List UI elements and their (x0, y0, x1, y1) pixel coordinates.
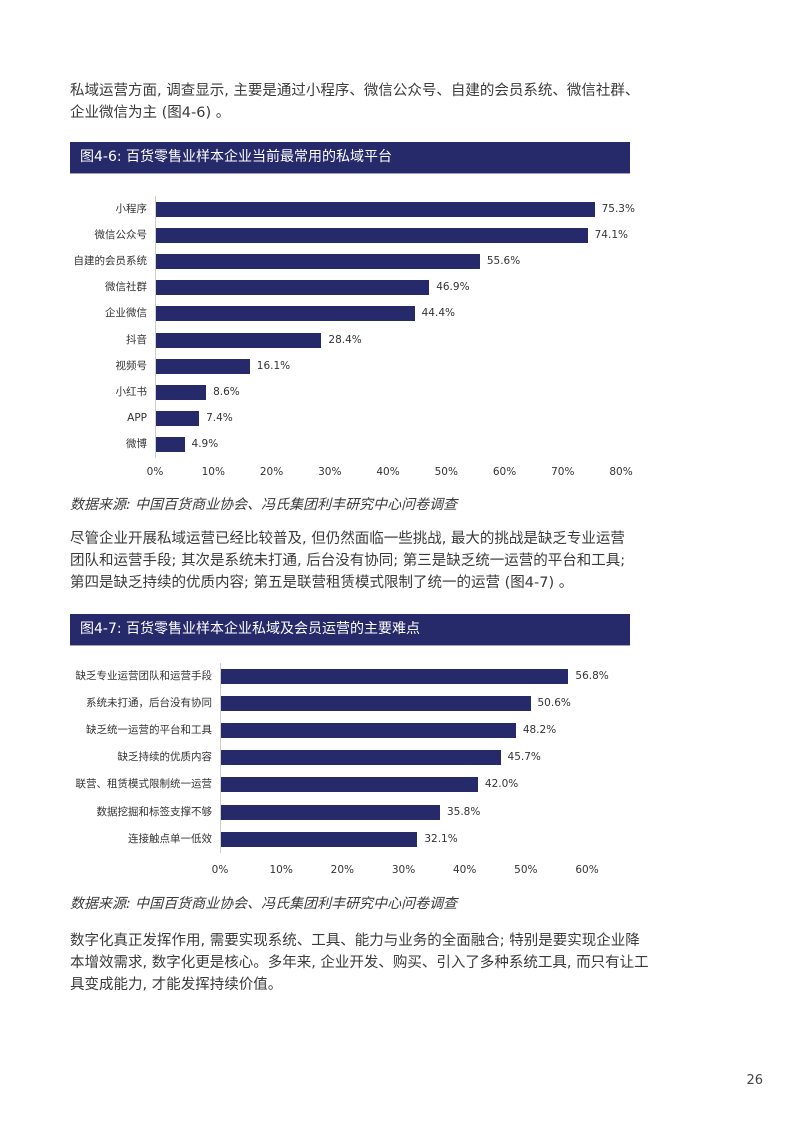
bar (221, 696, 531, 712)
category-label: 抖音 (126, 333, 147, 346)
category-label: 微信公众号 (94, 229, 148, 242)
value-label: 32.1% (424, 832, 458, 845)
value-label: 74.1% (594, 229, 628, 242)
value-label: 48.2% (522, 724, 557, 737)
value-label: 28.4% (328, 333, 362, 346)
text-line: 具变成能力, 才能发挥持续价值。 (70, 977, 283, 993)
value-label: 35.8% (446, 805, 481, 818)
x-tick-label: 80% (609, 466, 633, 478)
bar (156, 280, 430, 296)
bar (156, 202, 595, 217)
bar (156, 358, 250, 374)
x-tick-label: 0% (146, 466, 164, 478)
figure-4-6-source: 数据来源: 中国百货商业协会、冯氏集团利丰研究中心问卷调查 (70, 497, 458, 513)
category-label: 联营、租赁模式限制统一运营 (75, 778, 213, 791)
intro-paragraph: 私域运营方面, 调查显示, 主要是通过小程序、微信公众号、自建的会员系统、微信社… (70, 80, 650, 124)
category-label: 微博 (126, 437, 147, 450)
category-label: 系统未打通，后台没有协同 (86, 697, 212, 710)
value-label: 75.3% (601, 203, 635, 215)
page-number: 26 (746, 1073, 763, 1088)
text-line: 私域运营方面, 调查显示, 主要是通过小程序、微信公众号、自建的会员系统、微信社… (70, 83, 640, 99)
bar (156, 228, 588, 244)
x-tick-label: 10% (269, 864, 293, 876)
x-tick-label: 50% (514, 864, 538, 876)
x-tick-label: 40% (376, 466, 400, 478)
text-line: 第四是缺乏持续的优质内容; 第五是联营租赁模式限制了统一的运营 (图4-7) 。 (70, 575, 574, 591)
value-label: 8.6% (213, 385, 240, 398)
x-tick-label: 0% (211, 864, 229, 876)
category-label: APP (127, 411, 147, 424)
value-label: 42.0% (484, 778, 519, 791)
bar (221, 831, 418, 847)
x-tick-label: 70% (551, 466, 575, 478)
category-label: 数据挖掘和标签支撑不够 (96, 805, 213, 818)
category-label: 缺乏专业运营团队和运营手段 (75, 670, 213, 682)
value-label: 45.7% (507, 751, 541, 764)
chart-private-domain-platforms: 小程序 75.3% 微信公众号 74.1% 自建的会员系统 55.6% 微信社群 46.9% 企… (0, 0, 793, 490)
value-label: 44.4% (421, 307, 455, 320)
bar (156, 436, 185, 452)
value-label: 7.4% (206, 411, 233, 424)
x-tick-label: 60% (492, 466, 517, 478)
value-label: 50.6% (537, 697, 571, 710)
bar (156, 332, 322, 348)
value-label: 16.1% (256, 359, 291, 372)
text-line: 数字化真正发挥作用, 需要实现系统、工具、能力与业务的全面融合; 特别是要实现企… (70, 933, 640, 949)
text-line: 本增效需求, 数字化更是核心。多年来, 企业开发、购买、引入了多种系统工具, 而… (70, 955, 649, 971)
value-label: 4.9% (191, 437, 219, 450)
x-tick-label: 20% (330, 864, 354, 876)
text-line: 团队和运营手段; 其次是系统未打通, 后台没有协同; 第三是缺乏统一运营的平台和… (70, 553, 626, 569)
x-tick-label: 30% (391, 864, 416, 876)
bar (221, 723, 516, 739)
closing-paragraph: 数字化真正发挥作用, 需要实现系统、工具、能力与业务的全面融合; 特别是要实现企… (70, 930, 650, 996)
bar (221, 669, 569, 684)
bar (156, 384, 207, 400)
value-label: 46.9% (436, 281, 470, 294)
category-label: 连接触点单一低效 (128, 832, 212, 845)
value-label: 56.8% (575, 670, 609, 682)
figure-4-7-source: 数据来源: 中国百货商业协会、冯氏集团利丰研究中心问卷调查 (70, 896, 458, 912)
y-axis-line (220, 663, 221, 853)
category-label: 视频号 (115, 359, 148, 372)
figure-4-7-title: 图4-7: 百货零售业样本企业私域及会员运营的主要难点 (70, 614, 630, 645)
x-tick-label: 40% (452, 864, 477, 876)
text-line: 尽管企业开展私域运营已经比较普及, 但仍然面临一些挑战, 最大的挑战是缺乏专业运… (70, 531, 625, 547)
category-label: 小红书 (115, 385, 148, 398)
bar (156, 254, 480, 270)
middle-paragraph: 尽管企业开展私域运营已经比较普及, 但仍然面临一些挑战, 最大的挑战是缺乏专业运… (70, 528, 650, 594)
bar (156, 410, 200, 426)
figure-4-6-title: 图4-6: 百货零售业样本企业当前最常用的私域平台 (70, 142, 630, 173)
y-axis-line (155, 196, 156, 458)
category-label: 小程序 (115, 203, 148, 215)
chart-membership-challenges: 缺乏专业运营团队和运营手段 56.8% 系统未打通，后台没有协同 50.6% 缺乏统一运… (75, 663, 609, 876)
category-label: 自建的会员系统 (73, 255, 148, 268)
value-label: 55.6% (486, 255, 521, 268)
category-label: 企业微信 (105, 307, 147, 320)
x-tick-label: 60% (575, 864, 599, 876)
bar (221, 777, 478, 793)
x-tick-label: 30% (318, 466, 342, 478)
x-tick-label: 20% (259, 466, 284, 478)
x-tick-label: 10% (201, 466, 225, 478)
category-label: 微信社群 (105, 281, 147, 294)
bar (221, 750, 501, 766)
x-tick-label: 50% (434, 466, 458, 478)
bar (156, 306, 415, 322)
bar (221, 804, 440, 820)
category-label: 缺乏持续的优质内容 (117, 751, 213, 764)
text-line: 企业微信为主 (图4-6) 。 (70, 105, 231, 121)
category-label: 缺乏统一运营的平台和工具 (86, 724, 212, 737)
